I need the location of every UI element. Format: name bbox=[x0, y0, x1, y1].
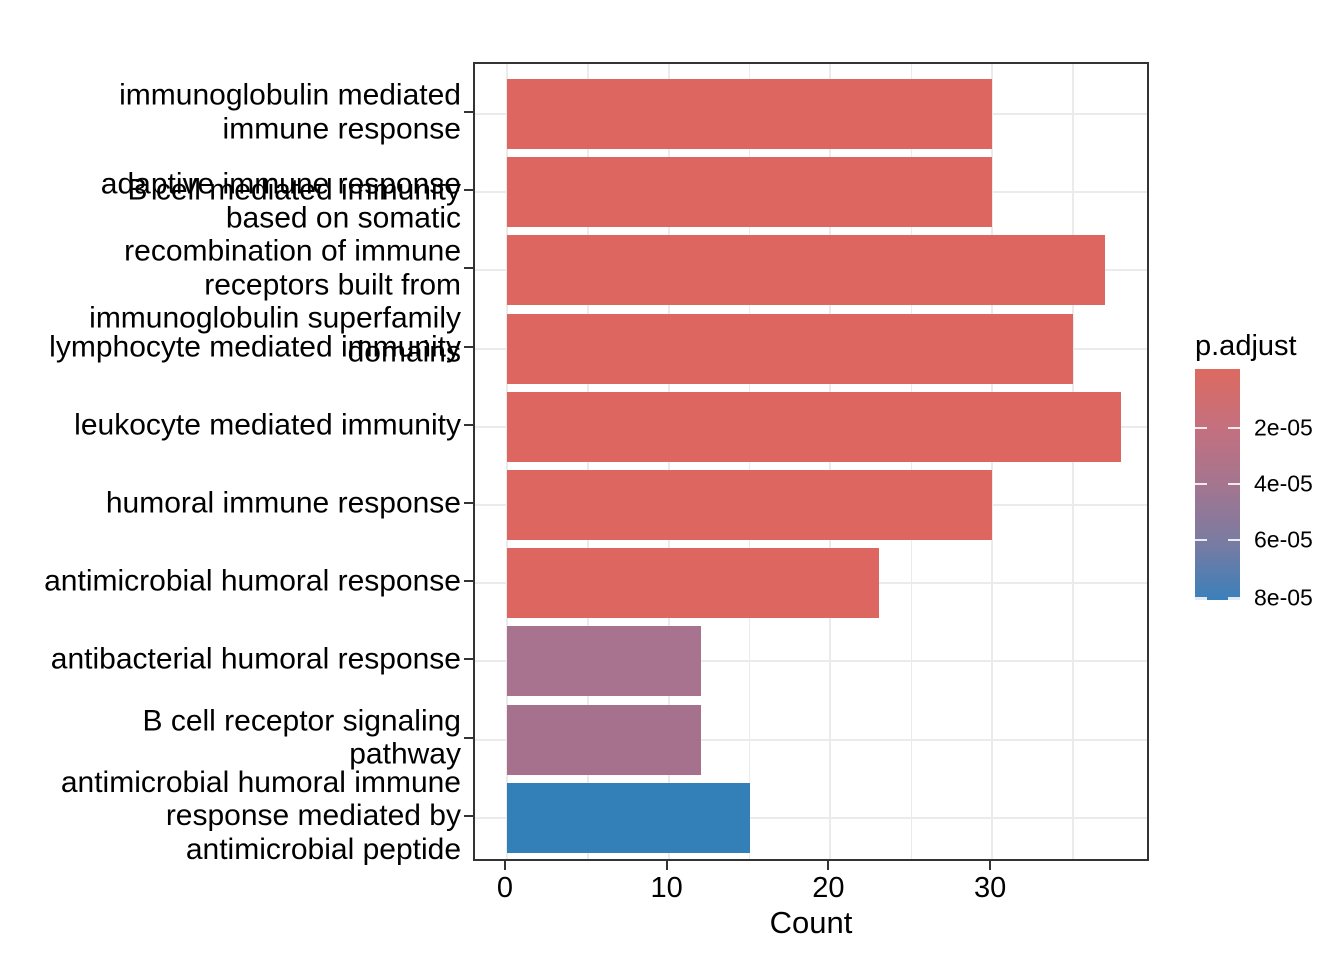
y-axis-tick bbox=[464, 111, 473, 113]
legend-tick-label: 2e-05 bbox=[1254, 414, 1313, 441]
legend-tick-label: 4e-05 bbox=[1254, 470, 1313, 497]
y-axis-label: leukocyte mediated immunity bbox=[74, 408, 461, 442]
x-axis-tick-label: 30 bbox=[973, 872, 1007, 904]
y-axis-tick bbox=[464, 267, 473, 270]
legend-tick-label: 6e-05 bbox=[1254, 526, 1313, 553]
x-axis-tick-label: 0 bbox=[496, 872, 514, 904]
y-axis-tick bbox=[464, 345, 473, 348]
gridline-y-major bbox=[475, 660, 1147, 663]
bar bbox=[507, 391, 1122, 462]
legend-tick bbox=[1228, 538, 1240, 542]
x-axis-tick bbox=[504, 861, 506, 870]
x-axis-tick bbox=[989, 861, 992, 870]
bar bbox=[507, 470, 993, 540]
legend-tick-label: 8e-05 bbox=[1254, 584, 1313, 611]
y-axis-label: antibacterial humoral response bbox=[50, 642, 461, 676]
x-axis-tick-label: 20 bbox=[812, 872, 845, 904]
legend-tick bbox=[1228, 482, 1240, 486]
y-axis-label: adaptive immune response based on somati… bbox=[89, 167, 461, 369]
bar bbox=[507, 782, 750, 853]
legend-tick bbox=[1195, 597, 1207, 600]
x-axis-title: Count bbox=[769, 905, 853, 940]
y-axis-label: B cell mediated immunity bbox=[127, 173, 461, 207]
x-axis-tick bbox=[827, 861, 830, 870]
legend-title: p.adjust bbox=[1195, 330, 1297, 362]
bar bbox=[507, 79, 993, 149]
y-axis-label: B cell receptor signaling pathway bbox=[142, 704, 461, 771]
y-axis-tick bbox=[464, 580, 473, 583]
y-axis-label: immunoglobulin mediated immune response bbox=[119, 78, 461, 146]
legend-tick bbox=[1228, 597, 1240, 600]
y-axis-tick bbox=[464, 502, 473, 504]
y-axis-tick bbox=[464, 658, 473, 661]
bar bbox=[507, 157, 993, 228]
gridline-y-major bbox=[475, 816, 1147, 819]
bar bbox=[507, 626, 702, 697]
y-axis-label: antimicrobial humoral response bbox=[44, 564, 461, 598]
y-axis-label: antimicrobial humoral immune response me… bbox=[60, 765, 461, 866]
y-axis-tick bbox=[464, 736, 473, 739]
legend-tick bbox=[1228, 426, 1240, 430]
legend-tick bbox=[1195, 538, 1207, 542]
y-axis-tick bbox=[464, 189, 473, 192]
bar bbox=[507, 704, 702, 775]
y-axis-tick bbox=[464, 423, 473, 426]
bar bbox=[507, 313, 1073, 384]
x-axis-tick-label: 10 bbox=[650, 872, 683, 904]
plot-panel bbox=[473, 62, 1149, 861]
gridline-y-major bbox=[475, 738, 1147, 741]
x-axis-tick bbox=[665, 861, 668, 870]
y-axis-label: lymphocyte mediated immunity bbox=[49, 329, 461, 363]
y-axis-tick bbox=[464, 814, 473, 817]
y-axis-label: humoral immune response bbox=[105, 486, 461, 520]
bar bbox=[507, 235, 1106, 306]
bar bbox=[507, 548, 879, 619]
legend-tick bbox=[1195, 426, 1207, 430]
legend-tick bbox=[1195, 482, 1207, 486]
